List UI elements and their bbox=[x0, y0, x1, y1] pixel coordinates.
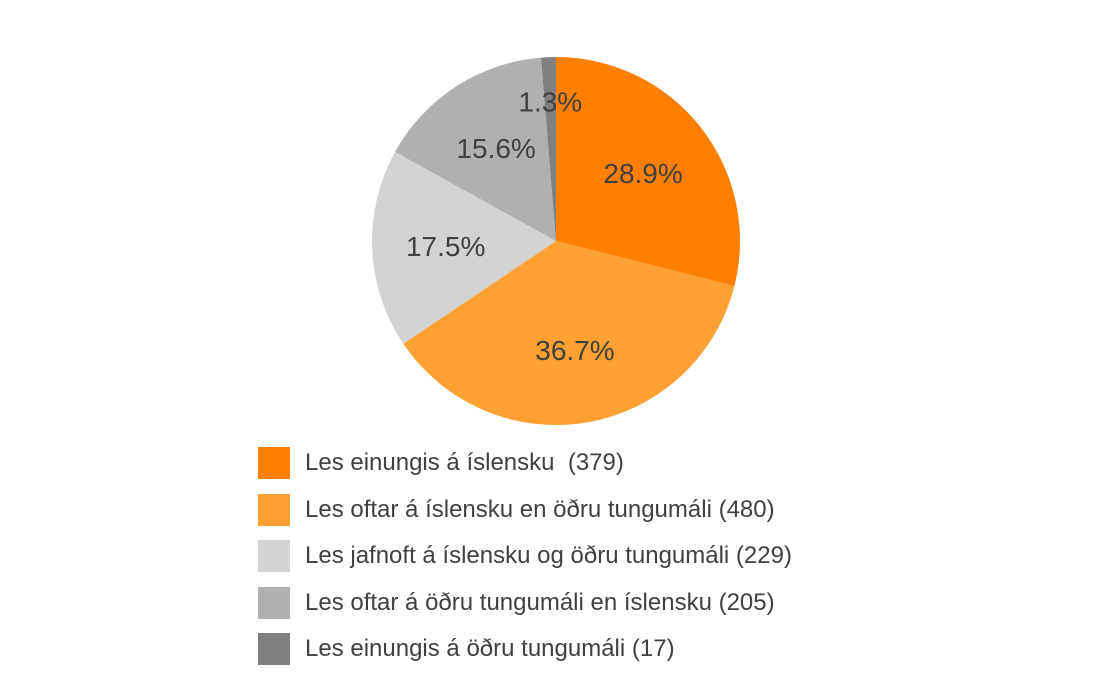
slice-percent-label: 28.9% bbox=[603, 158, 682, 189]
legend-swatch bbox=[258, 540, 290, 572]
legend-label: Les jafnoft á íslensku og öðru tungumáli… bbox=[305, 542, 792, 569]
pie-slice bbox=[395, 57, 556, 241]
legend-item: Les oftar á öðru tungumáli en íslensku (… bbox=[258, 586, 792, 634]
slice-percent-label: 17.5% bbox=[406, 231, 485, 262]
legend-item: Les einungis á íslensku (379) bbox=[258, 447, 792, 494]
pie-slice bbox=[541, 57, 556, 241]
pie-slice bbox=[372, 151, 556, 344]
legend: Les einungis á íslensku (379) Les oftar … bbox=[258, 447, 792, 680]
slice-percent-label: 36.7% bbox=[535, 335, 614, 366]
legend-item: Les jafnoft á íslensku og öðru tungumáli… bbox=[258, 540, 792, 587]
pie-chart: 28.9% 36.7% 17.5% 15.6% 1.3% bbox=[372, 57, 740, 426]
pie-slice bbox=[556, 57, 740, 286]
legend-swatch bbox=[258, 447, 290, 479]
slice-percent-label: 15.6% bbox=[456, 133, 535, 164]
legend-label: Les einungis á öðru tungumáli (17) bbox=[305, 635, 675, 662]
legend-swatch bbox=[258, 633, 290, 665]
legend-label: Les oftar á íslensku en öðru tungumáli (… bbox=[305, 495, 775, 523]
legend-swatch bbox=[258, 493, 290, 526]
pie-slice bbox=[403, 241, 735, 426]
legend-swatch bbox=[258, 586, 290, 619]
slice-percent-label: 1.3% bbox=[518, 86, 582, 117]
legend-label: Les oftar á öðru tungumáli en íslensku (… bbox=[305, 588, 775, 616]
legend-item: Les oftar á íslensku en öðru tungumáli (… bbox=[258, 493, 792, 541]
legend-item: Les einungis á öðru tungumáli (17) bbox=[258, 633, 792, 680]
legend-label: Les einungis á íslensku (379) bbox=[305, 449, 624, 476]
